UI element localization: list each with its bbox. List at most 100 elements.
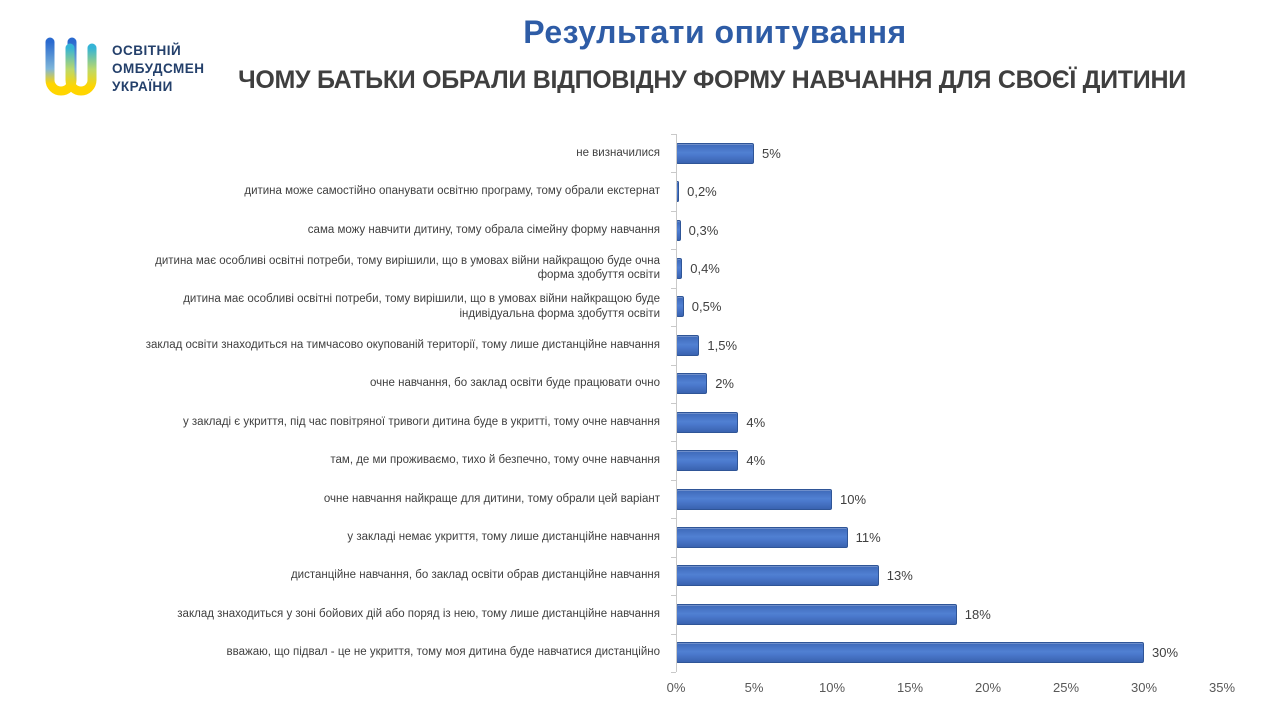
bar-area: 1,5% [660,326,1280,364]
category-axis-tick [671,634,676,635]
bar-value-label: 0,2% [687,184,717,200]
bar-value-label: 0,4% [690,260,720,276]
category-label: дистанційне навчання, бо заклад освіти о… [290,569,660,582]
chart-row: у закладі є укриття, під час повітряної … [0,403,1280,441]
category-label: не визначилися [576,146,660,159]
bar-area: 30% [660,633,1280,671]
category-axis-tick [671,518,676,519]
chart-row: сама можу навчити дитину, тому обрала сі… [0,211,1280,249]
category-axis-tick [671,249,676,250]
value-axis-tick-label: 25% [1052,680,1080,695]
value-axis-tick-label: 30% [1130,680,1158,695]
bar-area: 18% [660,595,1280,633]
bar-value-label: 30% [1152,645,1179,661]
bar [676,642,1144,664]
category-axis-tick [671,557,676,558]
bar [676,603,957,625]
category-label: дитина має особливі освітні потреби, том… [183,292,660,320]
bar-value-label: 4% [746,414,766,430]
value-axis-tick-label: 10% [818,680,846,695]
category-label: сама можу навчити дитину, тому обрала сі… [307,223,660,236]
logo-text: ОСВІТНІЙ ОМБУДСМЕН УКРАЇНИ [112,42,205,97]
educational-ombudsman-logo-icon [45,37,97,96]
chart-row: там, де ми проживаємо, тихо й безпечно, … [0,441,1280,479]
category-label: очне навчання, бо заклад освіти буде пра… [370,377,660,390]
bar-value-label: 1,5% [707,337,738,353]
chart-row: дистанційне навчання, бо заклад освіти о… [0,557,1280,595]
category-label: у закладі є укриття, під час повітряної … [182,415,660,428]
chart-title: ЧОМУ БАТЬКИ ОБРАЛИ ВІДПОВІДНУ ФОРМУ НАВЧ… [238,66,1186,94]
bar [676,450,739,472]
bar-area: 5% [660,134,1280,172]
bar-value-label: 10% [840,491,867,507]
category-axis-line [676,134,677,672]
chart-row: дитина має особливі освітні потреби, том… [0,249,1280,287]
bar [676,373,708,395]
bar [676,142,754,164]
bar-area: 0,5% [660,288,1280,326]
category-axis-tick [671,288,676,289]
bar-value-label: 0,5% [691,299,722,315]
logo-line-3: УКРАЇНИ [112,79,173,95]
bar [676,411,739,433]
bar-value-label: 18% [964,606,991,622]
chart-row: дитина має особливі освітні потреби, том… [0,288,1280,326]
category-axis-tick [671,326,676,327]
chart-row: дитина може самостійно опанувати освітню… [0,172,1280,210]
bar-area: 0,3% [660,211,1280,249]
page-title: Результати опитування [523,14,907,50]
bar-area: 10% [660,480,1280,518]
category-axis-tick [671,480,676,481]
bar-area: 0,4% [660,249,1280,287]
bar-value-label: 4% [746,453,766,469]
category-label: у закладі немає укриття, тому лише диста… [347,530,660,543]
bar-area: 4% [660,403,1280,441]
value-axis-tick-label: 35% [1208,680,1236,695]
category-axis-tick [671,441,676,442]
bar-area: 11% [660,518,1280,556]
bar-area: 13% [660,557,1280,595]
value-axis-labels: 0% 5% 10% 15% 20% 25% 30% 35% [667,680,1236,700]
chart-row: очне навчання, бо заклад освіти буде пра… [0,365,1280,403]
bar-value-label: 11% [855,529,881,545]
bar-value-label: 2% [715,376,734,392]
value-axis-tick-label: 5% [744,680,764,695]
category-label: заклад знаходиться у зоні бойових дій аб… [177,607,660,620]
chart-row: заклад знаходиться у зоні бойових дій аб… [0,595,1280,633]
category-axis-tick [671,403,676,404]
category-label: там, де ми проживаємо, тихо й безпечно, … [330,454,660,467]
bar-value-label: 13% [886,568,913,584]
value-axis-tick-label: 0% [666,680,686,695]
bar [676,526,848,548]
category-label: дитина може самостійно опанувати освітню… [244,185,660,198]
chart-row: у закладі немає укриття, тому лише диста… [0,518,1280,556]
bar [676,488,832,510]
bar-area: 4% [660,441,1280,479]
category-label: заклад освіти знаходиться на тимчасово о… [145,338,660,351]
bar-chart: не визначилися 5% дитина може самостійно о… [0,134,1280,695]
logo-line-1: ОСВІТНІЙ [112,42,182,58]
category-axis-tick [671,365,676,366]
chart-row: вважаю, що підвал - це не укриття, тому … [0,633,1280,671]
category-axis-tick [671,172,676,173]
logo-line-2: ОМБУДСМЕН [112,60,205,76]
category-label: очне навчання найкраще для дитини, тому … [323,492,660,505]
bar-value-label: 0,3% [688,222,719,238]
category-label: вважаю, що підвал - це не укриття, тому … [226,646,660,659]
chart-row: не визначилися 5% [0,134,1280,172]
value-axis-tick-label: 20% [974,680,1002,695]
bar-value-label: 5% [762,145,781,161]
bar [676,296,684,318]
bar-area: 0,2% [660,172,1280,210]
category-axis-tick [671,595,676,596]
category-axis-tick [671,134,676,135]
chart-row: очне навчання найкраще для дитини, тому … [0,480,1280,518]
bar-area: 2% [660,365,1280,403]
chart-rows: не визначилися 5% дитина може самостійно о… [0,134,1280,672]
bar [676,334,700,356]
category-axis-tick [671,211,676,212]
category-label: дитина має особливі освітні потреби, том… [155,254,660,282]
category-axis-tick [671,672,676,673]
value-axis-tick-label: 15% [896,680,924,695]
